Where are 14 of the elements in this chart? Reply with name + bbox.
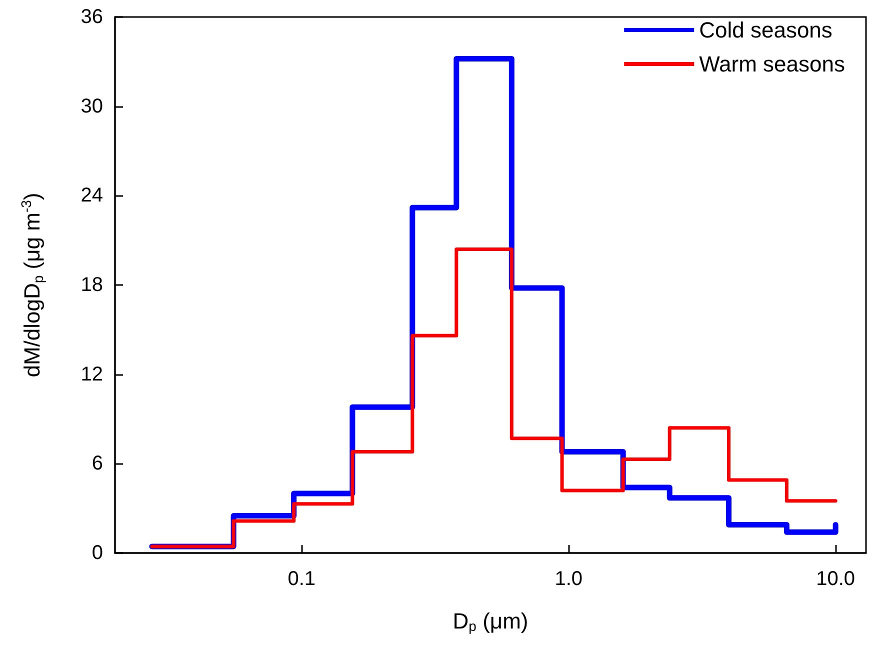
x-tick-label: 10.0 — [816, 568, 856, 590]
y-tick-label: 6 — [92, 452, 103, 475]
y-tick-label: 24 — [80, 184, 103, 207]
y-axis-title: dM/dlogDp (μg m-3) — [18, 192, 46, 378]
y-tick-label: 36 — [80, 6, 103, 28]
y-tick-label: 12 — [80, 363, 103, 386]
x-tick-label: 0.1 — [288, 568, 316, 590]
y-tick-label: 0 — [92, 542, 103, 564]
x-axis-title: Dp (μm) — [452, 608, 528, 634]
legend-label: Warm seasons — [699, 52, 845, 76]
x-tick-label: 1.0 — [554, 568, 582, 590]
legend-label: Cold seasons — [699, 18, 832, 42]
y-tick-label: 18 — [80, 274, 103, 296]
y-tick-label: 30 — [80, 95, 103, 118]
